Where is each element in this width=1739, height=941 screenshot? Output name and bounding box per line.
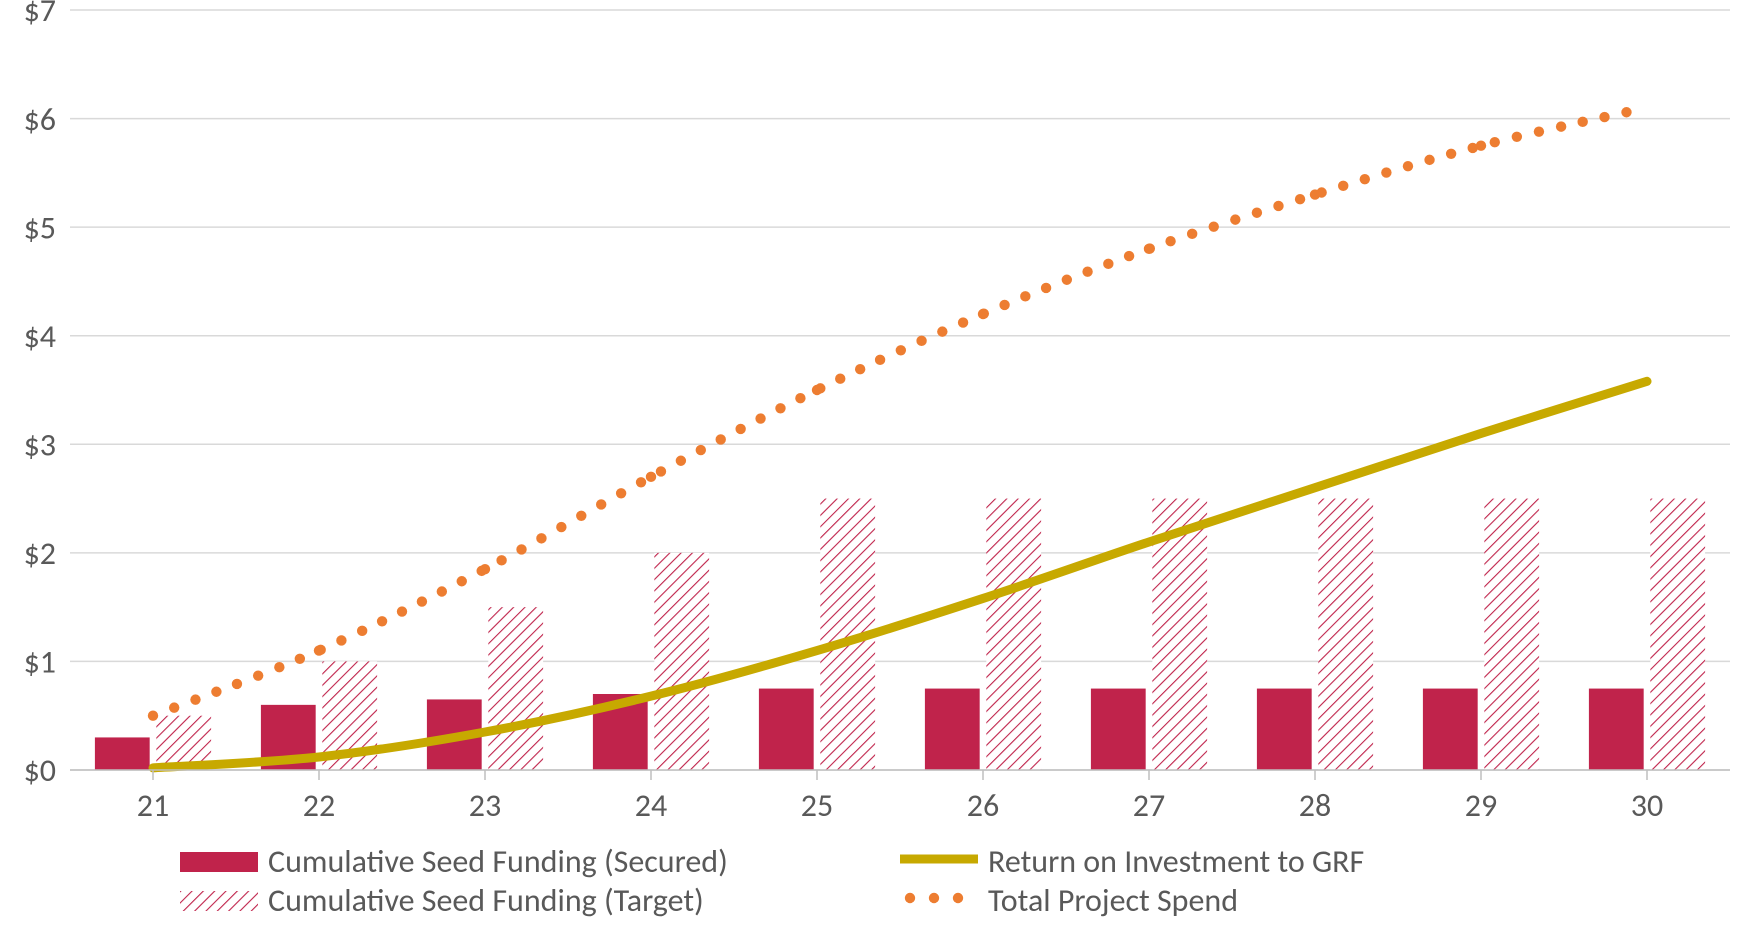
bar-target — [488, 607, 543, 770]
bar-secured — [95, 737, 150, 770]
bar-target — [1484, 499, 1539, 770]
y-tick-label: $5 — [24, 208, 56, 247]
x-tick-label: 21 — [137, 786, 169, 825]
funding-chart: $0 $1 $2 $3 $4 $5 $6 $7 21 22 23 24 25 26 27 28 29 30 Cu… — [0, 0, 1739, 941]
y-tick-label: $1 — [24, 643, 56, 682]
x-tick-label: 22 — [303, 786, 335, 825]
legend-swatch-secured — [180, 852, 258, 872]
x-tick-label: 27 — [1133, 786, 1165, 825]
bar-secured — [925, 689, 980, 770]
legend-swatch-spend — [900, 887, 978, 915]
bar-secured — [759, 689, 814, 770]
chart-plot-svg: $0 $1 $2 $3 $4 $5 $6 $7 21 22 23 24 25 26 27 28 29 30 — [0, 0, 1739, 830]
legend-label: Cumulative Seed Funding (Target) — [268, 881, 704, 920]
x-tick-label: 23 — [469, 786, 501, 825]
bar-secured — [1091, 689, 1146, 770]
x-tick-label: 25 — [801, 786, 833, 825]
legend-swatch-target — [180, 891, 258, 911]
y-tick-label: $7 — [24, 0, 56, 30]
y-tick-label: $4 — [24, 317, 56, 356]
legend-label: Total Project Spend — [988, 881, 1238, 920]
chart-legend: Cumulative Seed Funding (Secured) Return … — [180, 842, 1660, 920]
bar-secured — [1589, 689, 1644, 770]
legend-swatch-roi — [900, 848, 978, 876]
legend-row: Cumulative Seed Funding (Secured) Return … — [180, 842, 1660, 881]
legend-label: Return on Investment to GRF — [988, 842, 1364, 881]
x-tick-label: 28 — [1299, 786, 1331, 825]
legend-item-secured: Cumulative Seed Funding (Secured) — [180, 842, 880, 881]
legend-row: Cumulative Seed Funding (Target) Total Pr… — [180, 881, 1660, 920]
bar-target — [1318, 499, 1373, 770]
legend-item-roi: Return on Investment to GRF — [900, 842, 1520, 881]
y-tick-label: $3 — [24, 425, 56, 464]
bar-target — [654, 553, 709, 770]
y-tick-label: $6 — [24, 100, 56, 139]
bar-target — [986, 499, 1041, 770]
bar-secured — [1257, 689, 1312, 770]
legend-item-target: Cumulative Seed Funding (Target) — [180, 881, 880, 920]
bar-secured — [1423, 689, 1478, 770]
legend-item-spend: Total Project Spend — [900, 881, 1520, 920]
x-tick-label: 26 — [967, 786, 999, 825]
y-tick-label: $0 — [24, 751, 56, 790]
y-tick-label: $2 — [24, 534, 56, 573]
x-tick-label: 29 — [1465, 786, 1497, 825]
x-tick-label: 24 — [635, 786, 667, 825]
x-tick-label: 30 — [1631, 786, 1663, 825]
bar-target — [1650, 499, 1705, 770]
legend-label: Cumulative Seed Funding (Secured) — [268, 842, 728, 881]
